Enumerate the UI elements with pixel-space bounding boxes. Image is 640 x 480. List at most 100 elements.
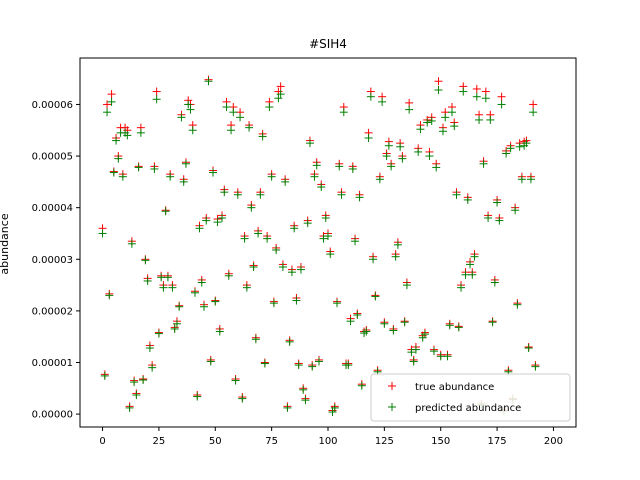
legend-box bbox=[370, 373, 571, 422]
data-point bbox=[141, 256, 150, 265]
data-point bbox=[366, 92, 375, 101]
data-point bbox=[231, 376, 240, 385]
x-tick-label: 100 bbox=[318, 436, 337, 447]
data-point bbox=[267, 172, 276, 181]
data-point bbox=[472, 92, 481, 101]
data-point bbox=[143, 276, 152, 285]
data-point bbox=[220, 188, 229, 197]
data-point bbox=[335, 162, 344, 171]
data-point bbox=[452, 190, 461, 199]
data-point bbox=[517, 175, 526, 184]
data-point bbox=[497, 92, 506, 101]
data-point bbox=[328, 408, 337, 417]
data-point bbox=[423, 118, 432, 127]
data-point bbox=[515, 142, 524, 151]
data-point bbox=[409, 357, 418, 366]
y-tick-label: 0.00004 bbox=[32, 203, 73, 214]
data-point bbox=[513, 300, 522, 309]
data-point bbox=[310, 172, 319, 181]
data-point bbox=[202, 216, 211, 225]
data-point bbox=[179, 177, 188, 186]
data-point bbox=[281, 177, 290, 186]
data-point bbox=[109, 168, 118, 177]
data-point bbox=[371, 292, 380, 301]
data-point bbox=[229, 108, 238, 117]
data-point bbox=[118, 172, 127, 181]
data-point bbox=[130, 378, 139, 387]
data-point bbox=[181, 159, 190, 168]
data-point bbox=[260, 359, 269, 368]
data-point bbox=[303, 219, 312, 228]
data-point bbox=[337, 190, 346, 199]
data-point bbox=[107, 90, 116, 99]
data-point bbox=[524, 344, 533, 353]
data-point bbox=[188, 126, 197, 135]
data-point bbox=[396, 142, 405, 151]
x-tick-label: 75 bbox=[265, 436, 278, 447]
data-point bbox=[448, 108, 456, 117]
data-point bbox=[481, 94, 490, 103]
data-point bbox=[398, 154, 407, 163]
data-point bbox=[364, 133, 373, 142]
data-point bbox=[445, 321, 454, 330]
data-point bbox=[265, 103, 274, 112]
data-point bbox=[157, 273, 166, 282]
data-point bbox=[114, 154, 123, 163]
data-point bbox=[154, 329, 163, 338]
x-tick-label: 0 bbox=[99, 436, 105, 447]
x-tick-label: 175 bbox=[488, 436, 507, 447]
legend-label: true abundance bbox=[415, 382, 494, 393]
data-point bbox=[330, 403, 339, 412]
series-predicted-abundance bbox=[98, 77, 540, 417]
data-point bbox=[502, 149, 511, 158]
data-point bbox=[139, 376, 148, 385]
data-point bbox=[497, 100, 506, 109]
data-point bbox=[438, 127, 447, 136]
data-point bbox=[420, 330, 429, 339]
data-point bbox=[200, 302, 208, 311]
data-point bbox=[472, 84, 481, 93]
data-point bbox=[112, 136, 121, 145]
data-point bbox=[429, 347, 438, 356]
legend-entries: true abundance predicted abundance bbox=[388, 382, 521, 414]
data-point bbox=[400, 318, 409, 327]
y-tick-label: 0.00000 bbox=[32, 410, 73, 421]
data-point bbox=[287, 268, 296, 277]
data-point bbox=[186, 105, 195, 114]
data-point bbox=[206, 357, 215, 366]
data-point bbox=[227, 126, 236, 135]
data-point bbox=[425, 152, 434, 161]
data-point bbox=[441, 113, 450, 122]
data-point bbox=[479, 159, 488, 168]
data-point bbox=[461, 270, 470, 279]
data-point bbox=[355, 193, 364, 202]
y-axis-label: abundance bbox=[0, 213, 11, 274]
data-point bbox=[163, 273, 172, 282]
data-point bbox=[132, 391, 141, 400]
data-point bbox=[258, 132, 267, 141]
data-point bbox=[283, 403, 292, 412]
data-point bbox=[127, 239, 136, 248]
data-point bbox=[522, 139, 531, 148]
data-point bbox=[105, 291, 114, 300]
data-point bbox=[247, 203, 256, 212]
data-point bbox=[242, 283, 251, 292]
data-point bbox=[314, 357, 323, 366]
y-tick-label: 0.00006 bbox=[32, 100, 73, 111]
data-point bbox=[362, 327, 371, 336]
data-point bbox=[152, 95, 161, 104]
data-point bbox=[125, 403, 134, 412]
data-point bbox=[416, 125, 425, 134]
data-point bbox=[380, 319, 389, 328]
data-point bbox=[290, 224, 299, 233]
data-point bbox=[159, 283, 168, 292]
data-point bbox=[463, 195, 472, 204]
data-point bbox=[98, 229, 107, 238]
data-point bbox=[193, 392, 202, 401]
data-point bbox=[100, 371, 109, 380]
x-tick-label: 25 bbox=[153, 436, 166, 447]
data-point bbox=[351, 237, 360, 246]
data-point bbox=[389, 326, 398, 335]
data-point bbox=[312, 161, 321, 170]
legend: true abundance predicted abundance bbox=[370, 373, 571, 422]
